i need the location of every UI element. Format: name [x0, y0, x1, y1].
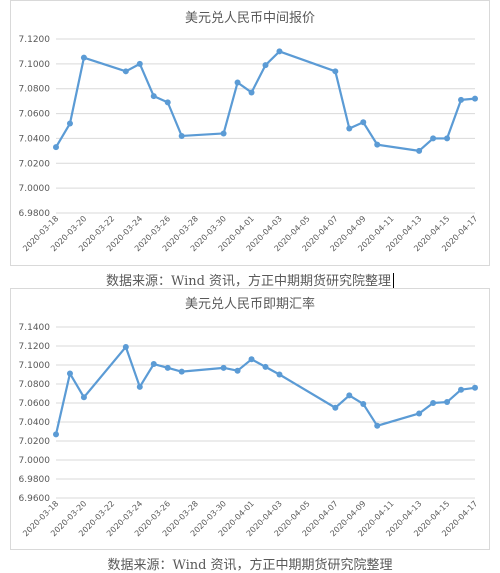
source-text: 数据来源：Wind 资讯，方正中期期货研究院整理 — [105, 274, 392, 289]
text-cursor — [393, 273, 395, 288]
data-point — [276, 371, 283, 378]
data-point — [416, 147, 423, 154]
y-tick-label: 7.1200 — [19, 35, 51, 45]
y-tick-label: 7.0600 — [19, 399, 51, 409]
y-tick-label: 6.9800 — [19, 209, 51, 219]
y-tick-label: 7.1000 — [19, 60, 51, 70]
data-point — [430, 135, 437, 142]
source-note: 数据来源：Wind 资讯，方正中期期货研究院整理 — [0, 270, 500, 289]
y-tick-label: 7.0200 — [19, 437, 51, 447]
data-point — [150, 93, 157, 100]
data-point — [53, 431, 59, 438]
data-point — [332, 68, 339, 75]
data-point — [136, 383, 143, 390]
y-tick-label: 7.0400 — [19, 418, 51, 428]
data-point — [164, 364, 171, 371]
data-point — [178, 132, 185, 139]
data-point — [234, 367, 241, 374]
y-tick-label: 7.0800 — [19, 85, 51, 95]
data-point — [248, 356, 255, 363]
y-tick-label: 7.0200 — [19, 159, 51, 169]
y-tick-label: 7.0000 — [19, 184, 51, 194]
data-point — [262, 363, 269, 370]
data-point — [53, 144, 59, 151]
y-tick-label: 7.0800 — [19, 380, 51, 390]
data-point — [220, 130, 227, 137]
series-line — [55, 50, 476, 152]
y-tick-label: 6.9800 — [19, 475, 51, 485]
chart-panel-spot-rate: 美元兑人民币即期汇率 6.9600 6.9800 7.0000 7.0200 7.040… — [10, 288, 490, 550]
data-point — [430, 400, 437, 406]
data-point — [374, 141, 381, 148]
y-tick-label: 7.0000 — [19, 456, 51, 466]
data-point — [360, 119, 367, 126]
spot-rate-line-chart: 6.9600 6.9800 7.0000 7.0200 7.0400 7.0600 7.08… — [19, 323, 480, 538]
data-point — [444, 135, 451, 142]
series-line — [54, 345, 476, 435]
data-point — [248, 89, 255, 96]
y-tick-label: 7.0600 — [19, 110, 51, 120]
data-point — [136, 60, 143, 67]
data-point — [178, 368, 185, 375]
data-point — [234, 79, 241, 86]
data-point — [416, 410, 423, 417]
y-tick-label: 7.1000 — [19, 361, 51, 371]
data-point — [122, 68, 129, 75]
chart-title: 美元兑人民币中间报价 — [184, 11, 315, 26]
data-point — [164, 99, 171, 106]
data-point — [458, 96, 465, 103]
data-point — [346, 392, 353, 399]
data-point — [262, 62, 269, 69]
y-tick-label: 7.0400 — [19, 134, 51, 144]
y-tick-label: 7.1400 — [19, 323, 51, 333]
data-point — [374, 422, 381, 429]
chart-panel-mid-rate: 美元兑人民币中间报价 6.9800 7.0000 7.0200 7.0400 7.060… — [10, 0, 490, 266]
data-point — [80, 54, 87, 61]
data-point — [346, 125, 353, 132]
data-point — [80, 394, 87, 401]
chart-title: 美元兑人民币即期汇率 — [184, 297, 315, 312]
data-point — [66, 370, 73, 377]
source-text: 数据来源：Wind 资讯，方正中期期货研究院整理 — [107, 558, 393, 573]
data-point — [150, 361, 157, 368]
data-point — [276, 48, 283, 55]
data-point — [332, 404, 339, 411]
source-note: 数据来源：Wind 资讯，方正中期期货研究院整理 — [0, 554, 500, 573]
y-tick-label: 7.1200 — [19, 342, 51, 352]
data-point — [220, 364, 227, 371]
data-point — [472, 95, 478, 102]
mid-rate-line-chart: 6.9800 7.0000 7.0200 7.0400 7.0600 7.0800 7.10… — [19, 35, 480, 253]
data-point — [444, 399, 451, 406]
y-tick-label: 6.9600 — [19, 494, 51, 504]
data-point — [458, 386, 465, 393]
data-point — [122, 343, 129, 350]
data-point — [66, 120, 73, 127]
data-point — [360, 400, 367, 407]
data-point — [472, 384, 478, 391]
